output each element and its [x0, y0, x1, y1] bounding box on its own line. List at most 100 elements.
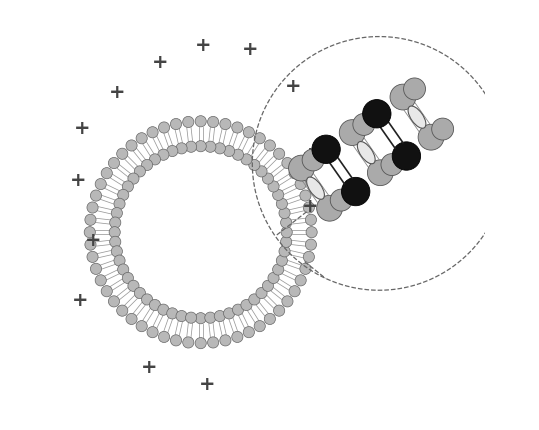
Circle shape	[302, 149, 324, 171]
Circle shape	[232, 304, 244, 315]
Circle shape	[300, 263, 311, 274]
Circle shape	[109, 236, 121, 247]
Circle shape	[122, 181, 134, 192]
Circle shape	[214, 310, 225, 322]
Circle shape	[274, 305, 285, 316]
Circle shape	[241, 154, 252, 165]
Ellipse shape	[357, 141, 375, 164]
Circle shape	[418, 124, 444, 150]
Ellipse shape	[307, 177, 324, 199]
Text: +: +	[302, 197, 319, 216]
Circle shape	[126, 140, 137, 151]
Circle shape	[432, 118, 454, 140]
Circle shape	[176, 143, 187, 154]
Circle shape	[114, 255, 125, 266]
Circle shape	[300, 190, 311, 201]
Circle shape	[185, 141, 197, 152]
Circle shape	[167, 308, 178, 319]
Circle shape	[279, 207, 290, 218]
Circle shape	[353, 114, 375, 135]
Circle shape	[232, 332, 243, 343]
Circle shape	[142, 294, 153, 305]
Circle shape	[277, 198, 287, 209]
Circle shape	[317, 195, 342, 221]
Circle shape	[176, 310, 187, 322]
Circle shape	[195, 141, 206, 152]
Circle shape	[248, 160, 260, 171]
Circle shape	[312, 135, 340, 163]
Text: +: +	[199, 375, 216, 394]
Circle shape	[381, 154, 403, 175]
Circle shape	[116, 148, 128, 160]
Circle shape	[95, 275, 106, 286]
Circle shape	[208, 337, 219, 348]
Circle shape	[224, 308, 234, 319]
Circle shape	[224, 145, 234, 157]
Circle shape	[101, 168, 112, 179]
Circle shape	[288, 155, 314, 181]
Circle shape	[390, 84, 416, 110]
Text: +: +	[141, 358, 157, 377]
Circle shape	[342, 177, 370, 206]
Circle shape	[262, 280, 273, 292]
Circle shape	[363, 100, 391, 128]
Circle shape	[167, 145, 178, 157]
Text: +: +	[285, 77, 301, 95]
Circle shape	[114, 198, 125, 209]
Text: +: +	[74, 120, 91, 138]
Circle shape	[126, 313, 137, 325]
Text: +: +	[242, 40, 258, 59]
Circle shape	[281, 217, 292, 228]
Circle shape	[118, 189, 129, 200]
Circle shape	[111, 207, 122, 218]
Circle shape	[149, 154, 161, 165]
Circle shape	[279, 246, 290, 257]
Text: +: +	[151, 53, 168, 72]
Circle shape	[195, 116, 206, 127]
Circle shape	[256, 287, 267, 298]
Circle shape	[306, 227, 317, 238]
Circle shape	[205, 312, 216, 323]
Circle shape	[128, 280, 139, 292]
Circle shape	[277, 255, 287, 266]
Circle shape	[109, 227, 120, 238]
Circle shape	[136, 133, 147, 144]
Circle shape	[142, 160, 153, 171]
Text: +: +	[70, 171, 86, 190]
Circle shape	[289, 168, 300, 179]
Text: +: +	[85, 231, 101, 250]
Circle shape	[306, 214, 316, 225]
Circle shape	[268, 272, 279, 283]
Circle shape	[85, 214, 96, 225]
Circle shape	[158, 122, 170, 133]
Circle shape	[195, 313, 206, 324]
Circle shape	[109, 217, 121, 228]
Circle shape	[281, 236, 292, 247]
Circle shape	[306, 239, 316, 250]
Text: +: +	[302, 145, 319, 164]
Circle shape	[108, 296, 120, 307]
Circle shape	[404, 78, 425, 100]
Circle shape	[264, 140, 275, 151]
Circle shape	[264, 313, 275, 325]
Circle shape	[262, 173, 273, 184]
Text: +: +	[72, 292, 88, 310]
Circle shape	[128, 173, 139, 184]
Circle shape	[208, 117, 219, 128]
Circle shape	[118, 264, 129, 275]
Circle shape	[368, 160, 393, 186]
Circle shape	[241, 299, 252, 310]
Circle shape	[232, 122, 243, 133]
Circle shape	[170, 335, 182, 346]
Ellipse shape	[408, 106, 426, 128]
Circle shape	[295, 178, 306, 190]
Circle shape	[289, 286, 300, 297]
Circle shape	[111, 246, 122, 257]
Circle shape	[95, 178, 106, 190]
Circle shape	[256, 166, 267, 177]
Circle shape	[248, 294, 260, 305]
Circle shape	[134, 166, 146, 177]
Circle shape	[214, 143, 225, 154]
Circle shape	[330, 189, 352, 211]
Circle shape	[183, 337, 194, 348]
